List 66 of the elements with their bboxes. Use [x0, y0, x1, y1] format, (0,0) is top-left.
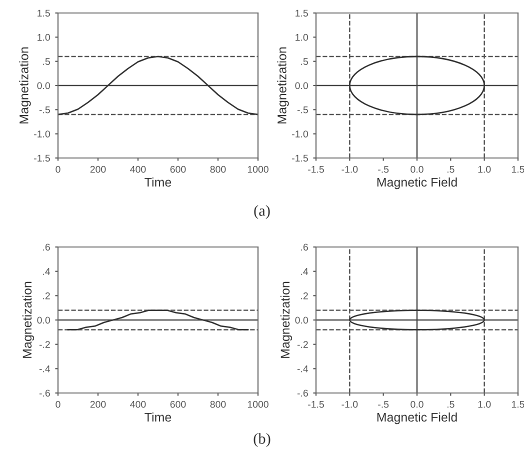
y-axis-title: Magnetization — [277, 47, 289, 124]
x-tick-label: -.5 — [378, 400, 389, 408]
y-tick-label: 1.5 — [296, 10, 308, 17]
text: (b) — [254, 433, 270, 447]
x-axis-title: Magnetic Field — [377, 412, 457, 424]
y-tick-label: 0.0 — [295, 316, 308, 324]
y-tick-label: -.4 — [297, 366, 308, 372]
x-tick-label: 600 — [170, 400, 186, 408]
y-tick-label: 0.0 — [37, 316, 50, 324]
x-tick-label: 0 — [56, 166, 60, 173]
text: (a) — [254, 205, 270, 219]
y-tick-label: -.6 — [297, 390, 308, 397]
x-tick-label: 1.0 — [478, 166, 491, 173]
x-tick-label: -1.5 — [308, 166, 324, 173]
x-tick-label: 0.0 — [410, 400, 424, 408]
y-tick-label: 1.0 — [296, 34, 308, 41]
y-axis-title: Magnetization — [22, 282, 34, 358]
y-axis-title: Magnetization — [19, 47, 31, 124]
y-tick-label: -.4 — [39, 366, 50, 372]
y-tick-label: .4 — [43, 268, 50, 275]
y-tick-label: -.6 — [39, 390, 50, 397]
y-tick-label: -.2 — [39, 341, 50, 348]
y-tick-label: .5 — [301, 58, 308, 65]
y-tick-label: .2 — [301, 292, 308, 300]
x-tick-label: .5 — [448, 166, 454, 173]
y-tick-label: -.2 — [297, 341, 308, 348]
x-tick-label: 200 — [90, 166, 106, 173]
x-tick-label: 800 — [210, 166, 226, 173]
y-tick-label: -1.0 — [292, 130, 308, 138]
x-axis-title: Magnetic Field — [377, 177, 457, 190]
y-tick-label: 1.5 — [38, 10, 50, 17]
x-tick-label: 400 — [130, 166, 146, 173]
y-tick-label: .2 — [43, 292, 50, 300]
x-tick-label: 0 — [56, 400, 60, 408]
x-tick-label: .5 — [448, 400, 454, 408]
y-tick-label: 0.0 — [295, 82, 308, 90]
x-axis-title: Time — [144, 412, 172, 422]
y-tick-label: 1.0 — [38, 34, 50, 41]
y-axis-title: Magnetization — [280, 282, 292, 358]
y-tick-label: -1.0 — [34, 130, 50, 138]
x-tick-label: -1.0 — [342, 400, 358, 408]
x-tick-label: 200 — [90, 400, 106, 408]
x-axis-title: Time — [144, 177, 172, 187]
x-tick-label: -1.5 — [308, 400, 324, 408]
x-tick-label: 1000 — [248, 400, 268, 408]
y-tick-label: .6 — [43, 244, 50, 251]
y-tick-label: -.5 — [297, 106, 308, 114]
x-tick-label: -.5 — [378, 166, 389, 173]
y-tick-label: .4 — [301, 268, 308, 275]
x-tick-label: 1.0 — [478, 400, 491, 408]
x-tick-label: -1.0 — [342, 166, 358, 173]
y-tick-label: .5 — [43, 58, 50, 65]
x-tick-label: 1.5 — [512, 400, 524, 408]
x-tick-label: 1000 — [248, 166, 268, 173]
y-tick-label: -1.5 — [292, 154, 308, 162]
x-tick-label: 400 — [130, 400, 146, 408]
y-tick-label: .6 — [301, 244, 308, 251]
line-series — [58, 56, 258, 116]
x-tick-label: 600 — [170, 166, 186, 173]
x-tick-label: 0.0 — [410, 166, 424, 173]
x-tick-label: 1.5 — [512, 166, 524, 173]
y-tick-label: -1.5 — [34, 154, 50, 162]
line-series — [67, 310, 249, 330]
y-tick-label: -.5 — [39, 106, 50, 114]
y-tick-label: 0.0 — [37, 82, 50, 90]
x-tick-label: 800 — [210, 400, 226, 408]
